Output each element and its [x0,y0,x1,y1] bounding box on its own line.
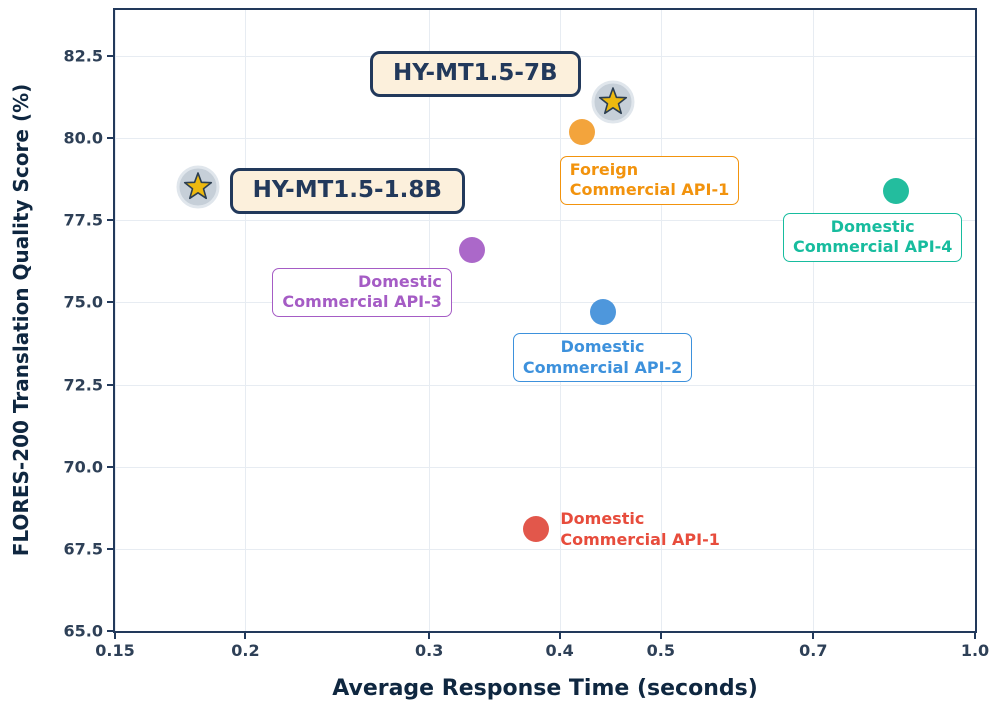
x-tick-mark [428,633,431,639]
x-gridline [813,10,815,631]
point-label-line: Commercial API-3 [282,292,442,312]
point-label-domestic-commercial-api-1: Domestic Commercial API-1 [560,509,719,550]
y-tick-mark [107,219,113,222]
plot-area: HY-MT1.5-7B HY-MT1.5-1.8B Foreign Commercia… [115,10,976,632]
x-axis-label: Average Response Time (seconds) [332,676,758,701]
point-label-line: Foreign [569,159,639,179]
y-tick-label: 72.5 [63,375,103,395]
y-gridline [115,138,975,140]
x-gridline [115,10,116,631]
y-gridline [115,220,975,222]
point-label-line: HY-MT1.5-1.8B [252,177,442,204]
point-label-line: Commercial API-2 [522,357,683,377]
y-tick-label: 80.0 [63,128,103,148]
point-label-domestic-commercial-api-2: Domestic Commercial API-2 [512,333,693,383]
data-point-domestic-commercial-api-3 [459,236,486,263]
point-label-line: Domestic [560,509,645,529]
y-tick-label: 65.0 [63,621,103,641]
y-gridline [115,302,975,304]
x-tick-label: 0.2 [231,641,260,660]
point-label-line: Domestic [830,216,915,236]
x-tick-mark [244,633,247,639]
x-tick-label: 1.0 [960,641,990,660]
y-gridline [115,548,975,550]
data-point-domestic-commercial-api-4 [882,177,909,204]
x-gridline [245,10,247,631]
point-label-foreign-commercial-api-1: Foreign Commercial API-1 [559,155,740,205]
x-tick-mark [558,633,561,639]
point-label-domestic-commercial-api-3: Domestic Commercial API-3 [272,267,452,317]
y-axis-label: FLORES-200 Translation Quality Score (%) [9,83,33,557]
point-label-hy-mt15-1-8b: HY-MT1.5-1.8B [229,168,465,215]
point-label-line: Commercial API-4 [792,237,953,257]
data-point-domestic-commercial-api-1 [523,516,550,543]
y-tick-label: 75.0 [63,292,103,312]
y-tick-mark [107,465,113,468]
point-label-hy-mt15-7b: HY-MT1.5-7B [370,51,581,97]
x-gridline [975,10,976,631]
y-tick-label: 77.5 [63,210,103,230]
x-tick-label: 0.7 [799,641,828,660]
y-gridline [115,466,975,468]
y-tick-mark [107,301,113,304]
data-point-domestic-commercial-api-2 [589,299,616,326]
data-point-foreign-commercial-api-1 [568,118,595,145]
x-tick-label: 0.5 [646,641,675,660]
x-tick-mark [114,633,116,639]
point-label-line: Commercial API-1 [569,180,730,200]
x-tick-mark [659,633,662,639]
star-icon [598,87,628,115]
star-icon [183,172,212,200]
star-marker-hy-mt15-7b [591,80,635,124]
y-tick-label: 67.5 [63,539,103,559]
x-gridline [559,10,561,631]
point-label-line: Commercial API-1 [560,529,720,549]
y-tick-mark [107,55,113,57]
point-label-line: HY-MT1.5-7B [393,60,558,86]
star-marker-hy-mt15-1-8b [176,165,220,209]
point-label-line: Domestic [357,271,442,291]
x-tick-label: 0.3 [415,641,444,660]
y-tick-mark [107,547,113,550]
y-tick-label: 82.5 [63,46,103,66]
x-tick-mark [974,633,976,639]
point-label-domestic-commercial-api-4: Domestic Commercial API-4 [782,212,963,262]
x-tick-mark [812,633,815,639]
y-gridline [115,384,975,386]
y-tick-mark [107,383,113,386]
x-gridline [660,10,662,631]
y-tick-label: 70.0 [63,457,103,477]
point-label-line: Domestic [560,337,645,357]
x-tick-label: 0.15 [95,641,135,660]
y-tick-mark [107,630,113,632]
x-gridline [429,10,431,631]
y-gridline [115,631,975,632]
x-tick-label: 0.4 [545,641,574,660]
y-tick-mark [107,137,113,140]
